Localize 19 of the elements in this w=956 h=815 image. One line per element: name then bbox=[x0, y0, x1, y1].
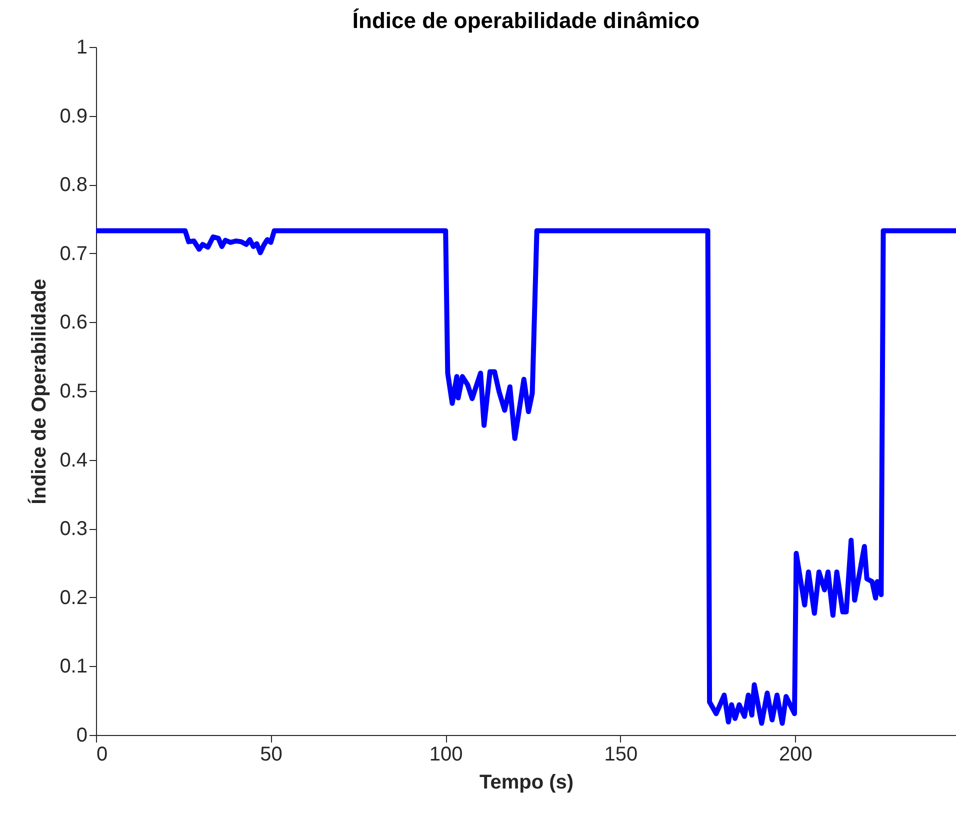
x-axis-title: Tempo (s) bbox=[479, 772, 574, 794]
y-tick-label: 0.2 bbox=[60, 586, 88, 609]
y-tick-label: 0.7 bbox=[60, 242, 88, 265]
y-tick-label: 0.1 bbox=[60, 656, 88, 678]
y-tick-label: 0.9 bbox=[60, 105, 88, 128]
y-tick-label: 1 bbox=[76, 36, 88, 58]
x-tick-label: 0 bbox=[96, 744, 108, 766]
y-tick-label: 0.6 bbox=[60, 312, 88, 334]
x-tick-label: 100 bbox=[429, 744, 463, 766]
y-tick-label: 0.8 bbox=[60, 174, 88, 196]
y-tick-label: 0.5 bbox=[60, 380, 88, 402]
x-tick-label: 150 bbox=[604, 744, 638, 766]
x-tick-label: 50 bbox=[260, 744, 282, 766]
x-tick-label: 200 bbox=[779, 744, 812, 766]
y-tick-label: 0.3 bbox=[60, 518, 88, 540]
y-tick-label: 0 bbox=[76, 724, 88, 746]
chart-title: Índice de operabilidade dinâmico bbox=[352, 8, 700, 33]
y-tick-label: 0.4 bbox=[60, 449, 88, 472]
y-axis-title: Índice de Operabilidade bbox=[28, 278, 51, 504]
